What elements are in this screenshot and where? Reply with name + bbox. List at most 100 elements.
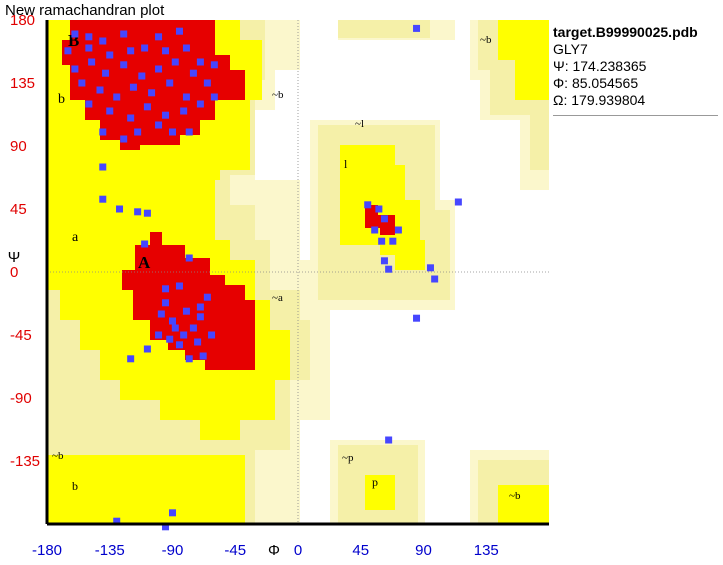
x-tick-label: 0 [294,542,302,559]
page-title: New ramachandran plot [5,2,165,19]
data-point [182,44,190,52]
axis-tick-labels: 180 135 90 45 0 -45 -90 -135 -180 -135 -90 -45 0 45 90… [8,12,499,559]
region-label: ~l [355,118,364,130]
data-point [182,307,190,315]
data-point [169,317,176,325]
region-allowed-right-bottom [498,485,549,524]
data-point [169,128,176,136]
data-point [134,208,142,216]
data-point [196,100,204,108]
data-point [155,121,163,129]
x-tick-label: -90 [162,542,184,559]
region-label: A [138,253,151,272]
data-point [199,352,207,360]
x-tick-label: -135 [95,542,125,559]
y-tick-label: 180 [10,12,35,29]
data-point [185,254,193,262]
data-point [127,47,135,55]
data-point [155,33,163,41]
region-label: p [372,475,378,489]
data-point [371,226,379,234]
data-point [413,314,421,322]
data-point [141,44,149,52]
data-point [88,58,96,66]
y-tick-label: -135 [10,453,40,470]
region-allowed-p [365,475,395,510]
region-label: ~p [342,452,354,464]
data-point [185,128,193,136]
data-point [196,303,204,311]
data-point [431,275,439,283]
data-point [78,79,86,87]
omega-value: Ω: 179.939804 [553,92,646,108]
plot-axes [45,20,549,526]
data-point [102,69,110,77]
data-point [143,103,151,111]
y-tick-label: 0 [10,264,18,281]
y-tick-label: -90 [10,390,32,407]
data-point [380,257,388,265]
region-label: ~b [480,34,492,46]
data-point [203,293,211,301]
x-tick-label: 135 [474,542,499,559]
data-point [106,51,114,59]
data-point [426,264,434,272]
data-point [157,310,165,318]
data-point [210,61,218,69]
data-point [155,65,163,73]
region-label: ~b [272,89,284,101]
residue-name: GLY7 [553,41,588,57]
x-tick-label: 45 [352,542,369,559]
data-point [134,128,142,136]
data-point [380,215,388,223]
data-point [196,313,204,321]
data-point [96,86,104,94]
data-point [182,93,190,101]
data-point [71,65,79,73]
data-point [175,27,183,35]
data-point [120,135,128,143]
region-allowed-right [498,20,549,100]
data-point [385,265,393,273]
data-point [99,195,107,203]
x-tick-label: -180 [32,542,62,559]
data-point [113,517,121,525]
data-point [127,114,135,122]
data-point [141,240,149,248]
region-label: ~b [509,490,521,502]
data-point [169,509,176,517]
data-point [194,338,202,346]
region-label: ~a [272,292,283,304]
data-point [196,58,204,66]
data-point [175,341,183,349]
data-point [116,205,124,213]
divider [553,109,718,116]
data-point [143,345,151,353]
data-point [99,163,107,171]
data-point [375,205,383,213]
y-tick-label: 135 [10,75,35,92]
data-point [175,282,183,290]
data-point [127,355,135,363]
phi-value: Φ: 85.054565 [553,75,639,91]
data-point [148,89,156,97]
region-label: a [72,230,79,245]
data-point [113,93,121,101]
data-point [210,93,218,101]
data-point [180,331,188,339]
data-point [394,226,402,234]
x-axis-title: Φ [268,542,280,559]
data-point [99,128,107,136]
data-point [454,198,462,206]
data-point [85,100,93,108]
psi-value: Ψ: 174.238365 [553,58,647,74]
plot-regions [47,20,549,524]
region-label: b [58,92,65,107]
data-point [85,44,93,52]
x-tick-label: 90 [415,542,432,559]
y-tick-label: 45 [10,201,27,218]
data-point [85,33,93,41]
y-tick-label: 90 [10,138,27,155]
data-point [171,58,179,66]
residue-info-panel: target.B99990025.pdb GLY7 Ψ: 174.238365 … [553,24,719,116]
